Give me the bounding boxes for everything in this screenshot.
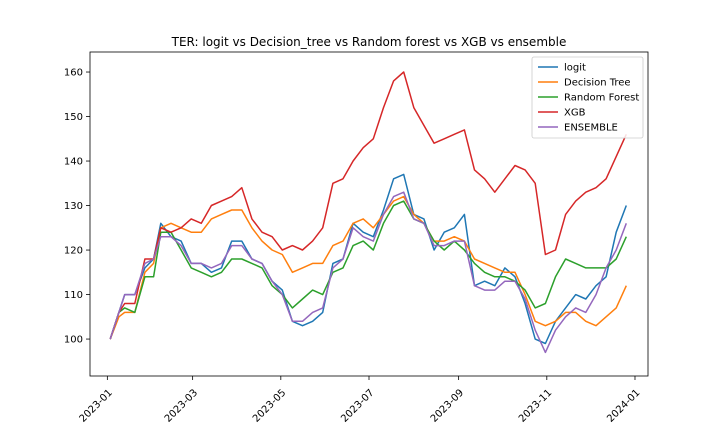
- series-line-decision-tree: [109, 195, 627, 340]
- legend-label: logit: [564, 63, 586, 74]
- chart-title: TER: logit vs Decision_tree vs Random fo…: [171, 35, 567, 49]
- legend-box: [531, 56, 644, 139]
- series-line-random-forest: [109, 200, 627, 340]
- legend-label: Random Forest: [564, 93, 639, 104]
- y-axis: 100 110 120 130 140 150 160: [64, 68, 90, 346]
- y-tick-label: 160: [64, 68, 83, 79]
- legend-label: XGB: [564, 108, 586, 119]
- y-tick-label: 140: [64, 157, 83, 168]
- axes-frame: [89, 51, 649, 377]
- y-tick-label: 100: [64, 335, 83, 346]
- y-tick-label: 150: [64, 112, 83, 123]
- legend-label: Decision Tree: [564, 78, 631, 89]
- legend: logit Decision Tree Random Forest XGB ENSEMB…: [531, 56, 644, 139]
- y-tick-label: 130: [64, 201, 83, 212]
- series-line-xgb: [109, 71, 627, 340]
- series-line-ensemble: [109, 191, 628, 354]
- legend-label: ENSEMBLE: [564, 123, 618, 134]
- plot-area: [109, 71, 628, 354]
- y-tick-label: 120: [64, 246, 83, 257]
- y-tick-label: 110: [64, 290, 83, 301]
